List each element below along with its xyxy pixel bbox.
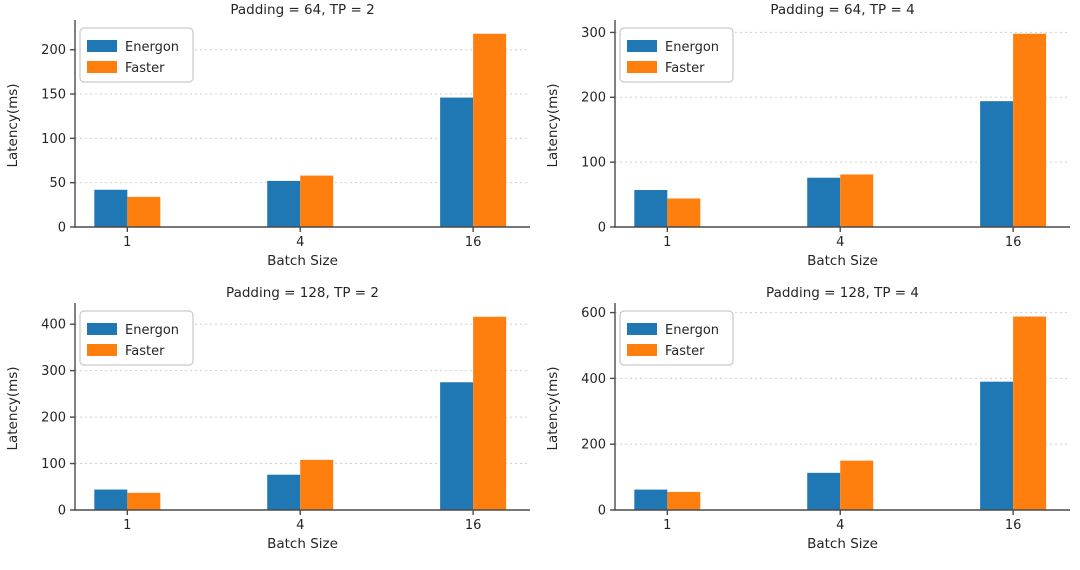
y-axis-label: Latency(ms) — [5, 83, 21, 167]
x-tick-label: 16 — [1005, 518, 1022, 533]
legend-label-energon: Energon — [665, 40, 719, 55]
x-tick-label: 4 — [836, 235, 844, 250]
legend-swatch-faster — [87, 344, 117, 356]
y-tick-label: 400 — [581, 372, 606, 387]
y-tick-label: 0 — [598, 503, 606, 518]
y-tick-label: 600 — [581, 306, 606, 321]
y-tick-label: 150 — [41, 87, 66, 102]
y-axis-label: Latency(ms) — [545, 366, 561, 450]
x-tick-label: 1 — [123, 518, 131, 533]
chart-panel-padding64-tp4: 0 100 200 300 1 4 16 Padding = 64, TP = 4 Batch … — [540, 0, 1080, 283]
legend-swatch-energon — [87, 323, 117, 335]
legend: Energon Faster — [619, 310, 734, 366]
bar-energon-batch16 — [980, 101, 1014, 227]
bar-energon-batch1 — [94, 489, 128, 510]
y-tick-label: 300 — [581, 26, 606, 41]
bar-chart: 0 50 100 150 200 1 4 16 Padding = 64, TP = 2 Batc… — [5, 2, 530, 269]
legend-label-energon: Energon — [665, 323, 719, 338]
x-tick-label: 16 — [1005, 235, 1022, 250]
chart-title: Padding = 128, TP = 2 — [226, 285, 379, 301]
bar-energon-batch4 — [807, 177, 841, 227]
chart-title: Padding = 128, TP = 4 — [766, 285, 919, 301]
y-axis-label: Latency(ms) — [545, 83, 561, 167]
y-tick-label: 100 — [41, 132, 66, 147]
y-tick-label: 300 — [41, 364, 66, 379]
legend-label-faster: Faster — [125, 344, 165, 359]
y-tick-label: 0 — [598, 220, 606, 235]
bar-energon-batch16 — [440, 382, 474, 510]
chart-title: Padding = 64, TP = 4 — [770, 2, 914, 18]
chart-title: Padding = 64, TP = 2 — [230, 2, 374, 18]
y-axis-label: Latency(ms) — [5, 366, 21, 450]
legend-swatch-energon — [627, 323, 657, 335]
y-tick-label: 200 — [41, 411, 66, 426]
bar-energon-batch1 — [634, 190, 668, 227]
legend-swatch-energon — [627, 40, 657, 52]
legend: Energon Faster — [619, 27, 734, 83]
bar-energon-batch1 — [94, 189, 128, 227]
bar-chart: 0 100 200 300 1 4 16 Padding = 64, TP = 4 Batch … — [545, 2, 1070, 269]
chart-panel-padding128-tp2: 0 100 200 300 400 1 4 16 Padding = 128, TP = 2 Ba… — [0, 283, 540, 566]
legend-label-energon: Energon — [125, 323, 179, 338]
bar-faster-batch16 — [473, 316, 507, 510]
x-tick-label: 4 — [296, 518, 304, 533]
bar-faster-batch1 — [667, 198, 701, 227]
x-tick-label: 1 — [123, 235, 131, 250]
y-tick-label: 200 — [581, 438, 606, 453]
legend-label-faster: Faster — [665, 61, 705, 76]
x-tick-label: 1 — [663, 518, 671, 533]
bar-faster-batch4 — [300, 459, 334, 510]
bar-energon-batch1 — [634, 489, 668, 510]
x-axis-label: Batch Size — [267, 536, 338, 552]
legend-swatch-faster — [627, 344, 657, 356]
y-tick-label: 50 — [49, 176, 66, 191]
y-tick-label: 0 — [58, 220, 66, 235]
x-tick-label: 4 — [296, 235, 304, 250]
y-tick-label: 200 — [581, 91, 606, 106]
legend-swatch-energon — [87, 40, 117, 52]
bar-energon-batch16 — [440, 97, 474, 227]
y-tick-label: 100 — [581, 156, 606, 171]
chart-panel-padding128-tp4: 0 200 400 600 1 4 16 Padding = 128, TP = 4 Batch… — [540, 283, 1080, 566]
bar-faster-batch4 — [300, 175, 334, 227]
bar-faster-batch16 — [1013, 33, 1047, 227]
x-tick-label: 16 — [465, 518, 482, 533]
bar-faster-batch4 — [840, 174, 874, 227]
y-tick-label: 0 — [58, 503, 66, 518]
legend-label-faster: Faster — [125, 61, 165, 76]
x-tick-label: 1 — [663, 235, 671, 250]
bar-energon-batch16 — [980, 381, 1014, 510]
bar-energon-batch4 — [267, 474, 301, 510]
legend-swatch-faster — [627, 61, 657, 73]
bar-faster-batch1 — [667, 491, 701, 510]
x-tick-label: 16 — [465, 235, 482, 250]
x-axis-label: Batch Size — [267, 253, 338, 269]
legend-swatch-faster — [87, 61, 117, 73]
x-axis-label: Batch Size — [807, 536, 878, 552]
y-tick-label: 100 — [41, 457, 66, 472]
bar-energon-batch4 — [267, 180, 301, 227]
bar-faster-batch1 — [127, 196, 161, 227]
bar-chart: 0 200 400 600 1 4 16 Padding = 128, TP = 4 Batch… — [545, 285, 1070, 552]
legend-label-energon: Energon — [125, 40, 179, 55]
bar-faster-batch16 — [473, 33, 507, 227]
legend: Energon Faster — [79, 27, 194, 83]
x-tick-label: 4 — [836, 518, 844, 533]
bar-chart: 0 100 200 300 400 1 4 16 Padding = 128, TP = 2 Ba… — [5, 285, 530, 552]
legend: Energon Faster — [79, 310, 194, 366]
chart-panel-padding64-tp2: 0 50 100 150 200 1 4 16 Padding = 64, TP = 2 Batc… — [0, 0, 540, 283]
x-axis-label: Batch Size — [807, 253, 878, 269]
y-tick-label: 200 — [41, 43, 66, 58]
legend-label-faster: Faster — [665, 344, 705, 359]
bar-faster-batch1 — [127, 492, 161, 510]
bar-faster-batch16 — [1013, 316, 1047, 510]
bar-faster-batch4 — [840, 460, 874, 510]
y-tick-label: 400 — [41, 318, 66, 333]
bar-energon-batch4 — [807, 472, 841, 510]
